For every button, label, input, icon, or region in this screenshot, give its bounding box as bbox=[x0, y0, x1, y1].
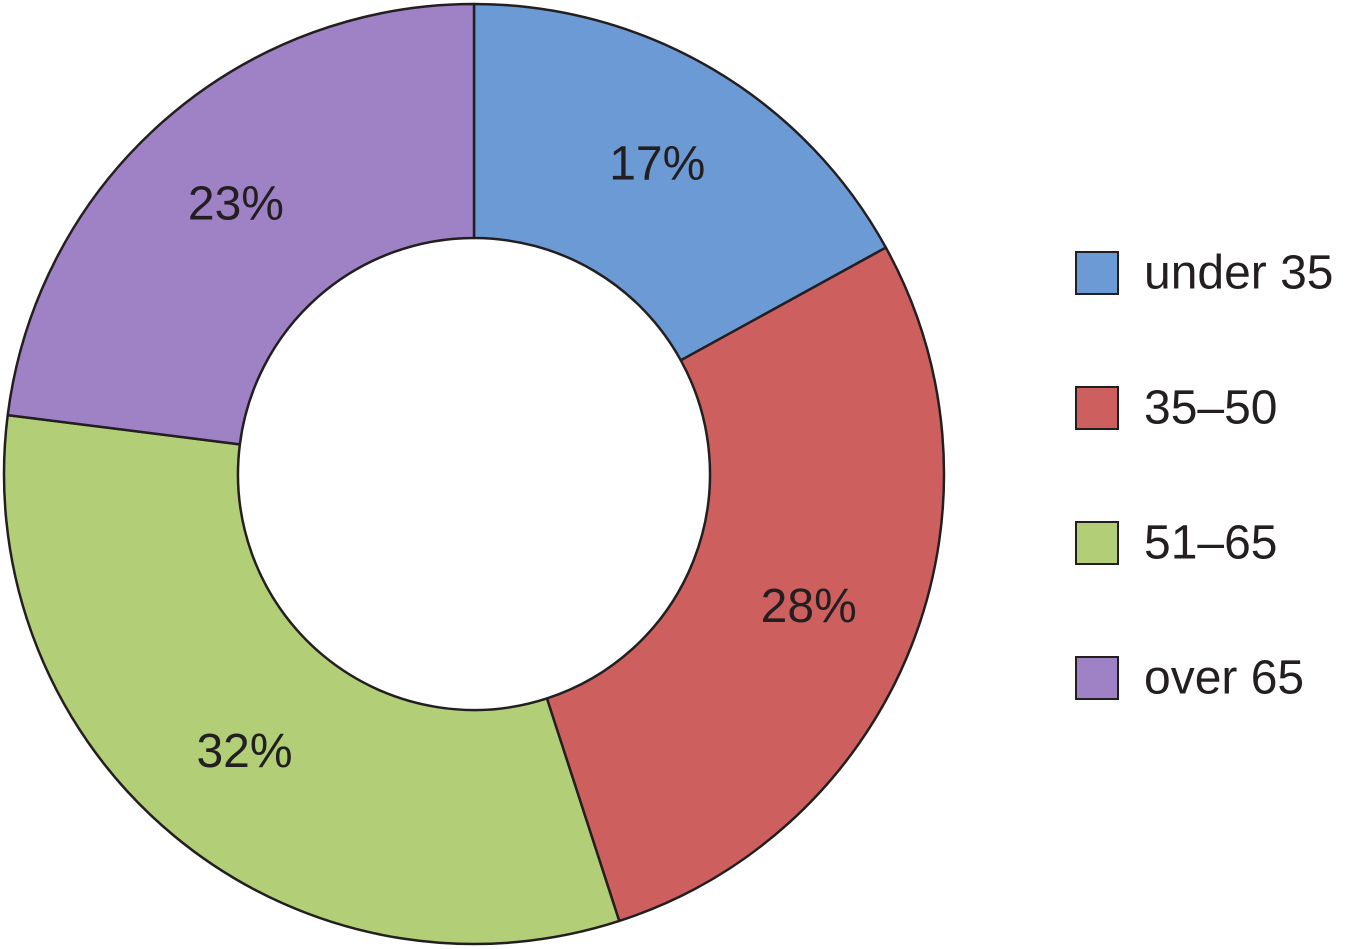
legend-swatch-over-65 bbox=[1075, 656, 1119, 700]
donut-slices bbox=[2, 2, 946, 946]
legend-swatch-35-50 bbox=[1075, 386, 1119, 430]
legend-label-51-65: 51–65 bbox=[1144, 517, 1277, 570]
legend-swatch-under-35 bbox=[1075, 251, 1119, 295]
donut-slice-under-35 bbox=[472, 2, 888, 362]
legend-label-over-65: over 65 bbox=[1144, 652, 1304, 705]
donut-slice-51-65 bbox=[2, 413, 621, 946]
slice-label-over-65: 23% bbox=[188, 177, 284, 230]
donut-slice-over-65 bbox=[6, 2, 476, 446]
slice-label-35-50: 28% bbox=[761, 580, 857, 633]
legend-swatch-51-65 bbox=[1075, 521, 1119, 565]
slice-labels: 17% 28% 32% 23% bbox=[188, 138, 857, 778]
slice-label-51-65: 32% bbox=[196, 725, 292, 778]
legend: under 35 35–50 51–65 over 65 bbox=[1075, 247, 1334, 705]
slice-label-under-35: 17% bbox=[609, 138, 705, 191]
legend-label-under-35: under 35 bbox=[1144, 247, 1334, 300]
legend-label-35-50: 35–50 bbox=[1144, 382, 1277, 435]
donut-slice-35-50 bbox=[545, 246, 946, 923]
